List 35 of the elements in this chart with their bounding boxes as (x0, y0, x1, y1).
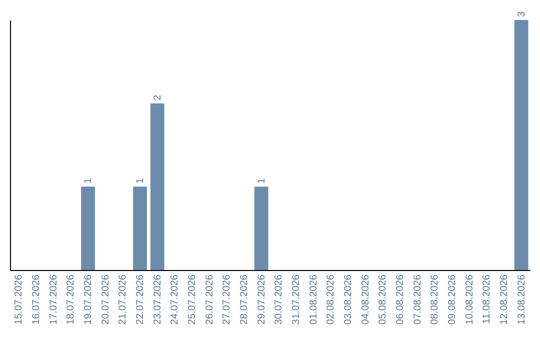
data-label: 2 (152, 94, 164, 100)
x-tick-label: 12.08.2026 (499, 274, 510, 325)
x-tick-label: 24.07.2026 (170, 274, 181, 325)
x-tick-label: 04.08.2026 (360, 274, 372, 325)
x-tick-label: 09.08.2026 (447, 274, 458, 325)
x-tick-label: 17.07.2026 (48, 274, 60, 325)
x-tick-label: 01.08.2026 (308, 274, 320, 325)
x-tick-label: 03.08.2026 (343, 274, 354, 325)
x-tick-label: 08.08.2026 (430, 274, 441, 325)
x-tick-label: 02.08.2026 (326, 274, 337, 325)
x-tick-label: 18.07.2026 (66, 274, 77, 325)
x-tick-label: 25.07.2026 (187, 274, 198, 325)
data-label: 3 (516, 11, 528, 17)
x-tick-label: 13.08.2026 (516, 274, 528, 325)
data-label: 1 (256, 178, 268, 184)
x-tick-label: 19.07.2026 (83, 274, 94, 325)
x-tick-label: 16.07.2026 (31, 274, 42, 325)
data-label: 1 (83, 178, 94, 184)
x-tick-label: 15.07.2026 (14, 274, 25, 325)
x-tick-label: 11.08.2026 (482, 274, 493, 324)
x-tick-label: 05.08.2026 (378, 274, 389, 325)
x-tick-label: 22.07.2026 (135, 274, 146, 325)
x-tick-label: 07.08.2026 (412, 274, 424, 325)
x-tick-label: 28.07.2026 (239, 274, 250, 325)
x-tick-label: 10.08.2026 (464, 274, 476, 325)
x-tick-label: 26.07.2026 (204, 274, 216, 325)
x-tick-label: 23.07.2026 (152, 274, 164, 325)
x-tick-label: 20.07.2026 (100, 274, 112, 325)
x-tick-label: 06.08.2026 (395, 274, 406, 325)
data-label: 1 (135, 178, 146, 184)
x-tick-label: 30.07.2026 (274, 274, 285, 325)
x-tick-label: 31.07.2026 (291, 274, 302, 325)
x-tick-label: 27.07.2026 (222, 274, 233, 325)
x-tick-label: 21.07.2026 (118, 274, 129, 325)
x-tick-label: 29.07.2026 (256, 274, 268, 325)
